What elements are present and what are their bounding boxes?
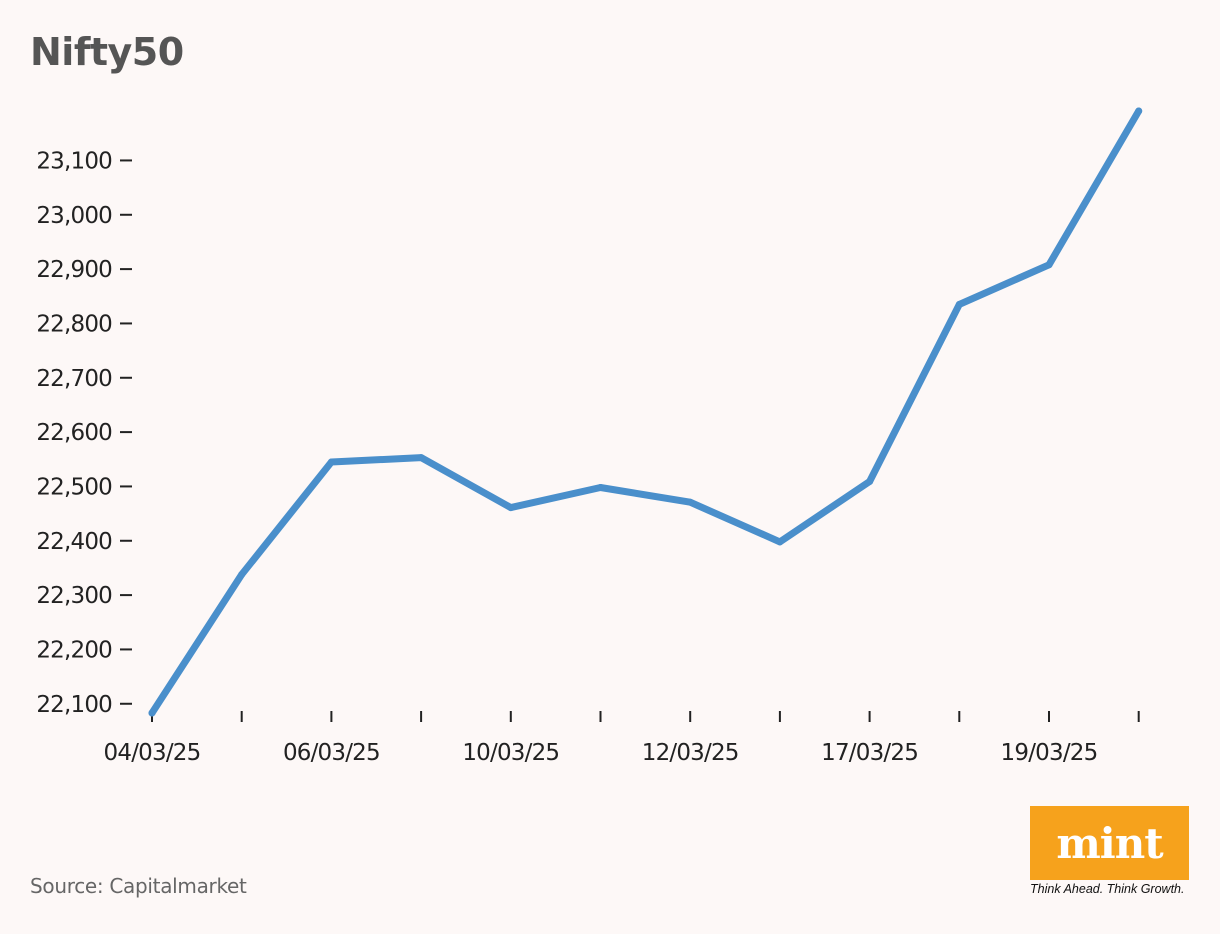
y-tick-label: 22,700 [36,366,112,392]
data-point [866,478,874,486]
y-tick-label: 22,500 [36,474,112,500]
x-tick-label: 17/03/25 [821,740,918,766]
mint-logo: mint [1030,806,1189,880]
x-tick-label: 12/03/25 [642,740,739,766]
x-axis: 04/03/25 06/03/25 10/03/25 12/03/25 17/03/25… [104,711,1140,766]
data-point [776,538,784,546]
data-point [327,458,335,466]
y-tick-label: 22,800 [36,311,112,337]
x-tick-label: 06/03/25 [283,740,380,766]
y-tick-label: 23,100 [36,148,112,174]
y-tick-label: 22,100 [36,692,112,718]
mint-tagline: Think Ahead. Think Growth. [1030,882,1185,896]
chart-title: Nifty50 [30,30,184,74]
x-tick-label: 10/03/25 [462,740,559,766]
data-point [238,570,246,578]
data-point [417,454,425,462]
data-point [1135,107,1143,115]
data-point [955,300,963,308]
y-tick-label: 22,600 [36,420,112,446]
y-axis: 22,100 22,200 22,300 22,400 22,500 22,600 22,7… [36,148,132,718]
data-point [1045,261,1053,269]
source-note: Source: Capitalmarket [30,874,247,898]
y-tick-label: 23,000 [36,203,112,229]
data-point [597,484,604,492]
y-tick-label: 22,200 [36,637,112,663]
series-layer [148,107,1143,717]
y-tick-label: 22,400 [36,529,112,555]
data-point [148,709,156,717]
series-line [148,107,1143,717]
y-tick-label: 22,900 [36,257,112,283]
y-tick-label: 22,300 [36,583,112,609]
data-point [507,504,515,512]
mint-logo-text: mint [1056,818,1163,868]
x-tick-label: 19/03/25 [1001,740,1098,766]
data-point [686,498,694,506]
x-tick-label: 04/03/25 [104,740,201,766]
